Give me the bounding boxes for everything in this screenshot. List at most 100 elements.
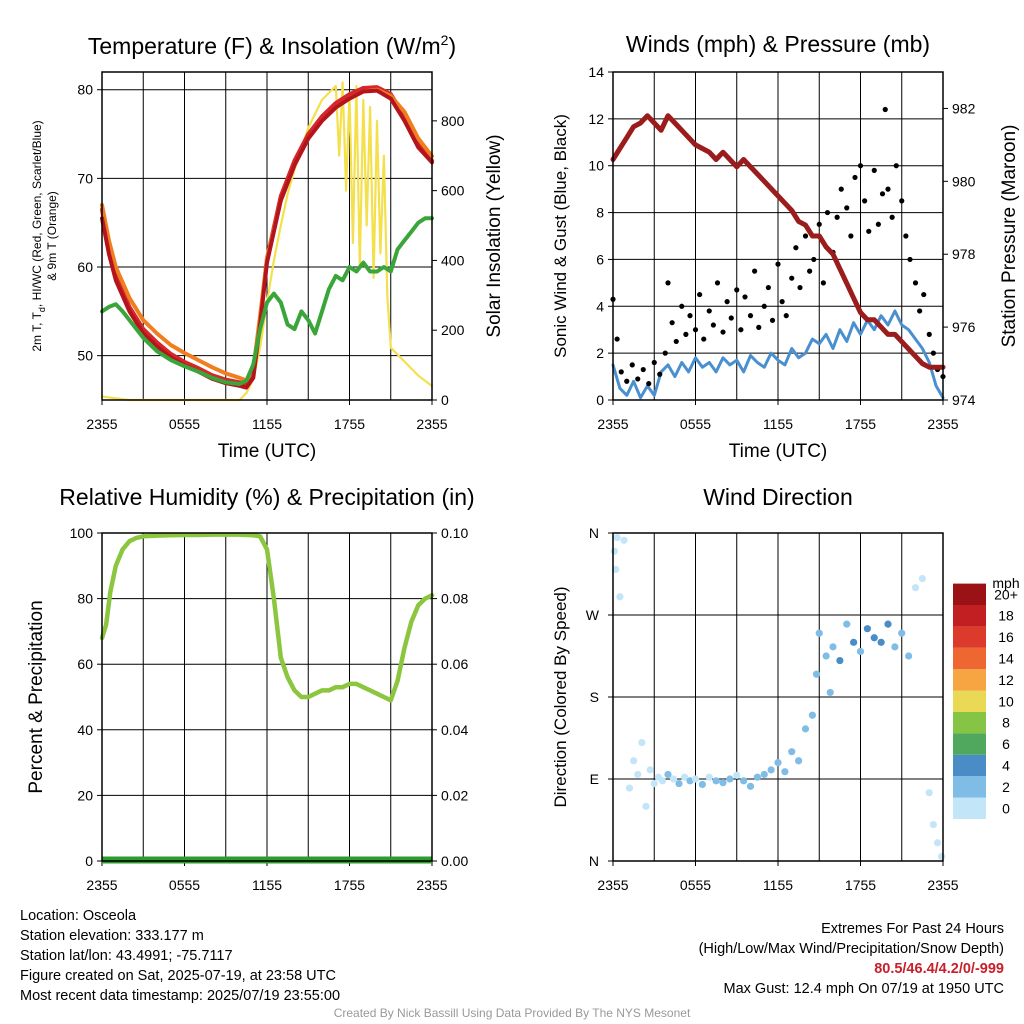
y2-tick-label: 800 [441,113,465,129]
panel-title: Winds (mph) & Pressure (mb) [626,31,930,57]
direction-point [877,638,885,646]
gust-point [728,315,734,321]
y2-tick-label: 976 [952,319,976,335]
y-tick-label: 70 [77,170,93,186]
gust-point [738,327,744,333]
direction-point [801,725,810,733]
direction-point [646,766,654,774]
gust-point [848,233,854,239]
direction-point [658,777,667,785]
y-tick-label: 10 [588,158,604,174]
direction-point [812,670,821,678]
gust-point [697,291,703,298]
colorbar-label: 10 [998,693,1014,709]
x-tick-label: 2355 [86,416,117,432]
gust-point [893,163,899,169]
x-axis-label: Time (UTC) [218,441,317,462]
direction-point [642,802,650,810]
colorbar-swatch [953,669,986,691]
colorbar-label: 16 [998,629,1014,645]
direction-point [918,574,926,583]
series-line [100,216,434,386]
gust-point [662,350,668,356]
direction-point [712,777,720,785]
y-axis-label-line2: & 9m T (Orange) [45,191,59,281]
gust-point [624,378,630,384]
y2-axis-label: Station Pressure (Maroon) [999,125,1020,348]
gust-point [811,256,817,263]
colorbar-swatch [953,733,986,755]
gust-point [903,233,909,239]
direction-point [905,652,913,660]
gust-point [669,320,675,326]
gust-point [834,214,840,220]
direction-point [815,629,823,637]
direction-point [929,820,937,829]
direction-point [870,634,878,642]
x-tick-label: 1755 [334,416,365,432]
direction-point [788,748,796,756]
y-axis-label: Sonic Wind & Gust (Blue, Black) [551,114,570,358]
gust-point [673,338,679,345]
direction-point [705,773,713,781]
extremes-values: 80.5/46.4/4.2/0/-999 [874,961,1004,977]
gust-point [824,209,831,216]
gust-point [852,174,858,181]
gust-point [756,324,762,330]
series-line [99,532,435,703]
direction-point [613,533,621,542]
colorbar-swatch [953,712,986,734]
y-tick-label: 20 [77,787,93,803]
gust-point [882,106,888,113]
direction-point [625,784,634,792]
gust-point [857,163,864,169]
direction-point [686,777,694,785]
y2-tick-label: 400 [441,252,465,268]
y2-tick-label: 0.02 [441,787,468,803]
gust-point [797,284,803,291]
y-axis-label: 2m T, Td, HI/WC (Red, Green, Scarlet/Blu… [30,120,47,351]
direction-panel: 2355 0555 1155 1755 2355 N E S W N Wind Direction D… [551,484,1020,893]
gust-point [646,381,652,387]
x-tick-label: 2355 [597,416,628,432]
direction-point [822,652,830,660]
colorbar-label: 6 [1002,736,1010,752]
direction-point [836,656,844,665]
y-tick-label: 100 [70,525,94,541]
direction-point [843,620,851,628]
direction-point [726,775,734,783]
direction-point [675,779,683,788]
plot-frame [612,71,944,401]
panel-title: Temperature (F) & Insolation (W/m2) [88,32,456,59]
direction-point [856,647,865,656]
y2-tick-label: 980 [952,173,976,189]
y2-tick-label: 978 [952,246,976,262]
y2-tick-label: 0.00 [441,853,468,869]
gust-point [679,303,685,309]
x-tick-label: 2355 [927,877,958,893]
gust-point [930,350,936,356]
colorbar-title: mph [992,575,1019,591]
y-tick-label: 60 [77,656,93,672]
winds-panel: 2355 0555 1155 1755 2355 0 2 4 6 8 10 12 14 974 976 978… [551,31,1020,462]
gust-point [921,291,927,298]
direction-point [826,688,834,697]
colorbar-label: 4 [1002,758,1010,774]
direction-point [938,852,946,861]
x-tick-label: 2355 [416,416,447,432]
direction-point [638,738,646,747]
x-tick-label: 1755 [845,416,876,432]
y2-tick-label: 982 [952,100,976,116]
y2-tick-label: 0.10 [441,525,468,541]
y-tick-label: 80 [77,82,93,98]
gust-point [871,167,877,173]
y-tick-label: 4 [596,298,604,314]
colorbar-label: 0 [1002,800,1010,816]
gust-point [907,256,913,263]
direction-point [634,770,642,779]
gust-point [779,299,785,305]
colorbar-swatch [953,647,986,670]
latlon-text: Station lat/lon: 43.4991; -75.7117 [20,948,233,964]
elevation-text: Station elevation: 333.177 m [20,928,204,944]
gust-point [635,376,641,382]
